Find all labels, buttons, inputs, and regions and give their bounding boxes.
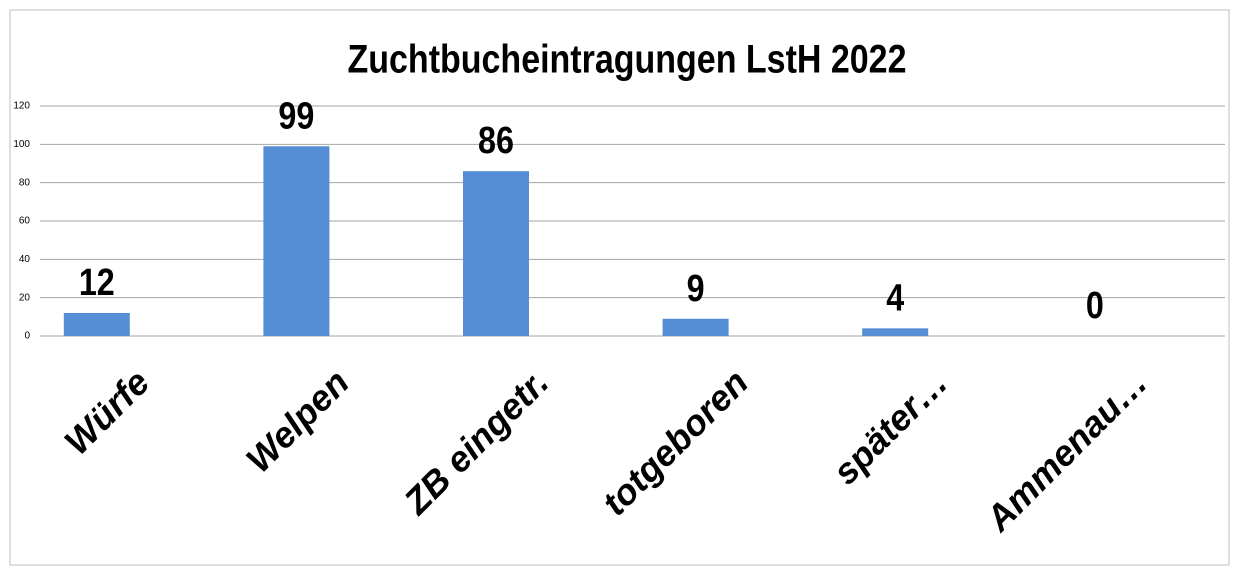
bar (662, 318, 729, 336)
y-tick-label: 40 (19, 254, 31, 265)
bar (463, 171, 529, 336)
bar (63, 313, 130, 336)
y-tick-label: 0 (24, 331, 30, 342)
value-label: 9 (687, 267, 705, 309)
bar (263, 146, 330, 336)
y-tick-label: 60 (19, 216, 31, 227)
value-label: 4 (886, 277, 904, 319)
y-tick-label: 80 (19, 177, 31, 188)
y-tick-label: 20 (19, 292, 31, 303)
value-label: 99 (278, 95, 314, 137)
value-label: 12 (79, 262, 115, 304)
y-tick-label: 120 (13, 101, 30, 112)
bar (862, 328, 929, 336)
chart-title: Zuchtbucheintragungen LstH 2022 (348, 36, 907, 81)
value-label: 0 (1086, 285, 1104, 327)
chart-border (9, 9, 1230, 566)
value-label: 86 (478, 120, 514, 162)
y-tick-label: 100 (13, 139, 30, 150)
